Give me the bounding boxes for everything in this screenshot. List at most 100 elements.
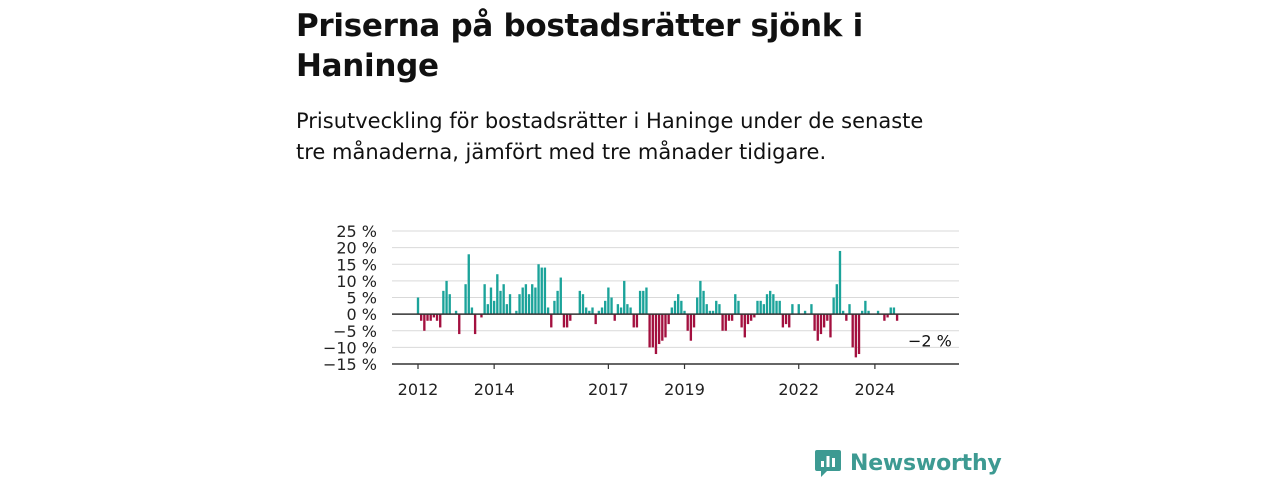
- y-tick-label: 10 %: [336, 272, 377, 291]
- bar: [670, 307, 673, 315]
- bar: [845, 314, 848, 321]
- bar: [439, 314, 442, 328]
- bar: [854, 314, 858, 358]
- y-tick-label: 15 %: [336, 255, 377, 274]
- bar: [619, 307, 623, 315]
- bar: [851, 314, 854, 348]
- bar: [458, 314, 461, 335]
- bar: [651, 314, 654, 348]
- y-axis-tick-labels: 25 %20 %15 %10 %5 %0 %−5 %−10 %−15 %: [323, 222, 377, 374]
- bar: [889, 307, 892, 315]
- bar: [648, 314, 651, 348]
- bar: [588, 310, 591, 315]
- y-tick-label: −15 %: [323, 355, 377, 374]
- bar: [667, 314, 670, 325]
- bar: [797, 304, 800, 315]
- chart-title: Priserna på bostadsrätter sjönk i Haning…: [296, 8, 863, 84]
- x-tick-label: 2012: [398, 380, 439, 399]
- bar: [791, 304, 794, 315]
- bar: [429, 314, 432, 321]
- bar: [746, 314, 750, 325]
- chart-subtitle: Prisutveckling för bostadsrätter i Hanin…: [296, 109, 924, 164]
- bar: [759, 300, 762, 315]
- bar: [623, 280, 626, 315]
- bar: [635, 314, 639, 328]
- bar: [578, 290, 581, 315]
- bar: [765, 294, 769, 315]
- bar: [531, 284, 534, 315]
- bar: [616, 304, 620, 315]
- x-tick-label: 2019: [664, 380, 705, 399]
- bar: [416, 297, 420, 315]
- bar: [435, 314, 439, 321]
- bar: [645, 287, 648, 315]
- bar: [448, 294, 451, 315]
- bar: [502, 284, 505, 315]
- bar: [788, 314, 791, 328]
- x-tick-label: 2024: [855, 380, 896, 399]
- bar: [810, 304, 813, 315]
- bar: [527, 294, 531, 315]
- bar: [857, 314, 861, 355]
- bar: [737, 300, 740, 315]
- bar: [565, 314, 569, 328]
- bar: [581, 294, 585, 315]
- bar: [778, 300, 781, 315]
- bar: [813, 314, 816, 331]
- y-tick-label: −10 %: [323, 338, 377, 357]
- bar: [727, 314, 731, 321]
- bar: [734, 294, 737, 315]
- newsworthy-brand: Newsworthy: [814, 446, 1002, 480]
- bar: [442, 290, 445, 315]
- bar: [543, 267, 547, 315]
- bar: [492, 300, 496, 315]
- bar: [835, 284, 838, 315]
- bar: [816, 314, 819, 341]
- bar: [803, 310, 807, 315]
- gridlines: [392, 230, 959, 348]
- bar: [886, 314, 889, 318]
- bar: [689, 314, 693, 341]
- y-tick-label: 25 %: [336, 222, 377, 241]
- bar: [524, 284, 528, 315]
- bar: [591, 307, 594, 315]
- bar: [515, 310, 518, 315]
- bar: [629, 307, 632, 315]
- bar: [657, 314, 661, 345]
- bar: [505, 304, 509, 315]
- x-axis-tick-labels: 2012 2014 2017 2019 2022 2024: [398, 380, 896, 399]
- bar: [895, 314, 899, 321]
- bar: [569, 314, 572, 321]
- bar: [613, 314, 616, 321]
- bar: [876, 310, 880, 315]
- y-tick-label: −5 %: [333, 322, 377, 341]
- bar: [696, 297, 699, 315]
- bar: [756, 300, 759, 315]
- bar: [556, 290, 559, 315]
- bar: [518, 294, 521, 315]
- bar: [677, 294, 680, 315]
- bar: [762, 304, 766, 315]
- bar: [489, 287, 493, 315]
- bar: [420, 314, 423, 321]
- bar: [743, 314, 746, 338]
- bar: [772, 294, 775, 315]
- last-value-label: −2 %: [908, 332, 952, 351]
- x-tick-label: 2014: [474, 380, 515, 399]
- bar: [454, 310, 458, 315]
- bar: [832, 297, 835, 315]
- bar: [470, 307, 474, 315]
- bar: [661, 314, 664, 341]
- bar: [711, 310, 715, 315]
- bar: [508, 294, 512, 315]
- bar: [467, 254, 470, 315]
- bar: [550, 314, 553, 328]
- bar: [819, 314, 823, 335]
- bar: [686, 314, 689, 331]
- bar: [426, 314, 429, 321]
- bar: [483, 284, 486, 315]
- bar: [749, 314, 753, 321]
- bar: [632, 314, 635, 328]
- bar: [730, 314, 734, 321]
